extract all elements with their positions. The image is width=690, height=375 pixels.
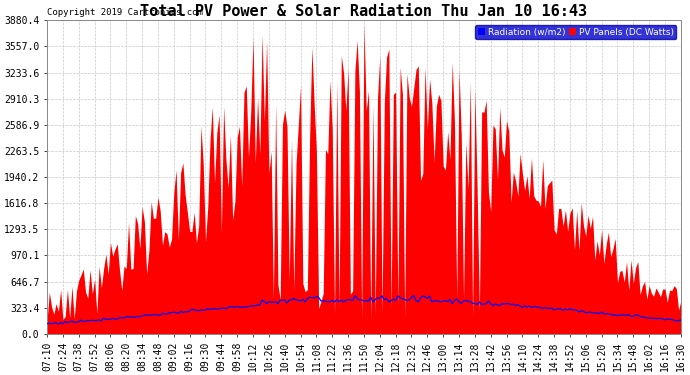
Text: Copyright 2019 Cartronics.com: Copyright 2019 Cartronics.com — [47, 8, 203, 17]
Legend: Radiation (w/m2), PV Panels (DC Watts): Radiation (w/m2), PV Panels (DC Watts) — [475, 25, 676, 39]
Title: Total PV Power & Solar Radiation Thu Jan 10 16:43: Total PV Power & Solar Radiation Thu Jan… — [140, 4, 587, 19]
